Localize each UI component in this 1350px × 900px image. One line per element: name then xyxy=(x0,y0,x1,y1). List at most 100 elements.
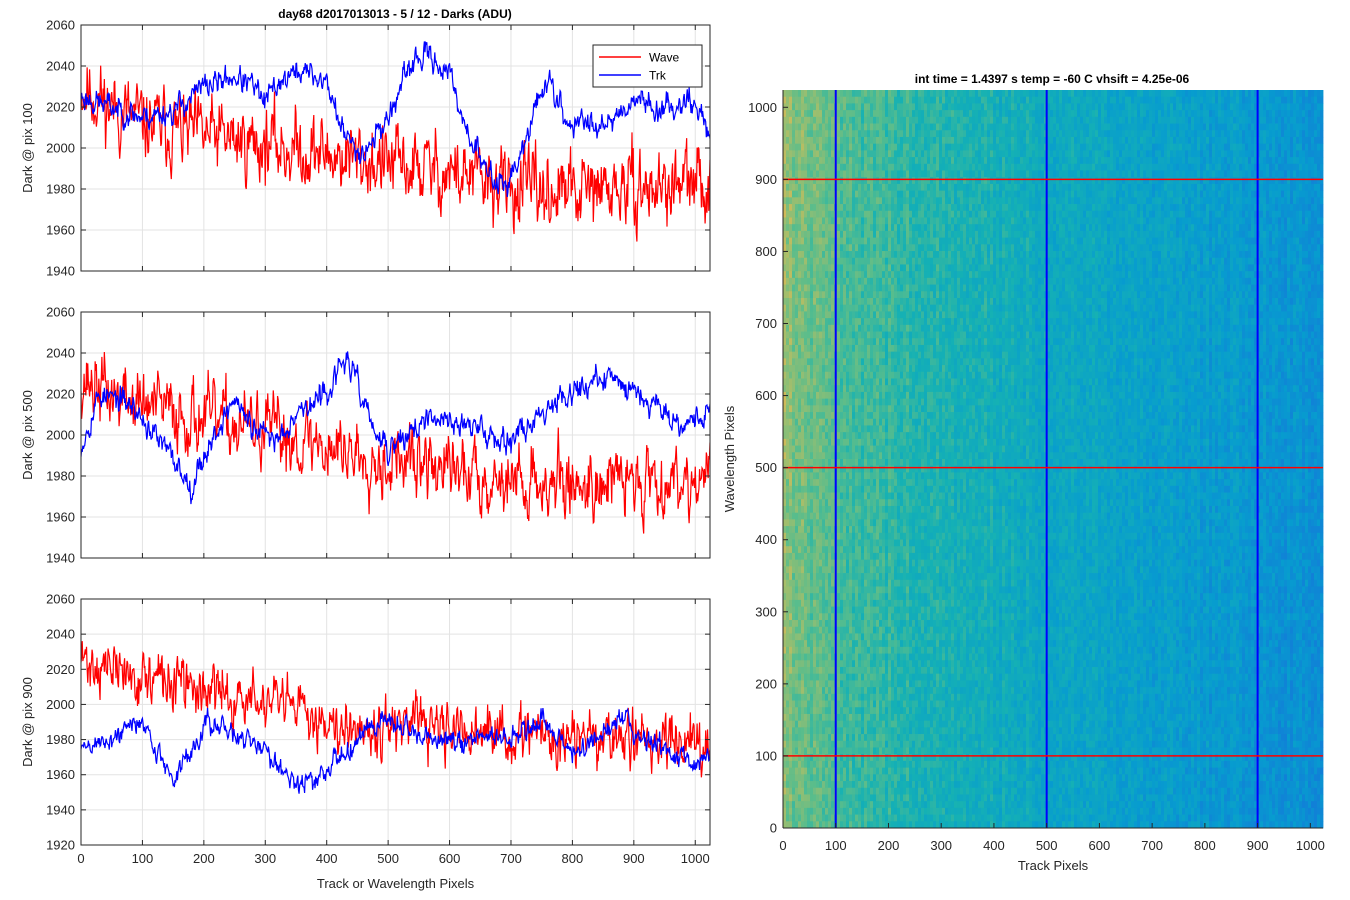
heatmap-cell xyxy=(816,305,819,312)
heatmap-cell xyxy=(798,211,801,218)
heatmap-cell xyxy=(897,654,900,661)
heatmap-cell xyxy=(789,472,792,479)
heatmap-cell xyxy=(873,459,876,466)
heatmap-cell xyxy=(816,472,819,479)
heatmap-cell xyxy=(885,600,888,607)
heatmap-cell xyxy=(795,727,798,734)
heatmap-cell xyxy=(816,573,819,580)
heatmap-cell xyxy=(792,164,795,171)
heatmap-cell xyxy=(849,701,852,708)
heatmap-cell xyxy=(864,412,867,419)
heatmap-cell xyxy=(816,768,819,775)
heatmap-cell xyxy=(849,90,852,97)
heatmap-cell xyxy=(855,311,858,318)
heatmap-cell xyxy=(807,197,810,204)
heatmap-cell xyxy=(882,110,885,117)
heatmap-cell xyxy=(795,640,798,647)
heatmap-cell xyxy=(837,352,840,359)
heatmap-cell xyxy=(885,405,888,412)
heatmap-cell xyxy=(822,593,825,600)
heatmap-cell xyxy=(867,493,870,500)
heatmap-cell xyxy=(846,157,849,164)
heatmap-cell xyxy=(846,124,849,131)
heatmap-cell xyxy=(867,499,870,506)
heatmap-cell xyxy=(876,117,879,124)
heatmap-cell xyxy=(804,687,807,694)
heatmap-cell xyxy=(909,103,912,110)
heatmap-cell xyxy=(849,519,852,526)
heatmap-cell xyxy=(888,774,891,781)
heatmap-cell xyxy=(855,90,858,97)
heatmap-cell xyxy=(792,97,795,104)
heatmap-cell xyxy=(801,768,804,775)
heatmap-cell xyxy=(843,560,846,567)
heatmap-cell xyxy=(849,600,852,607)
heatmap-cell xyxy=(906,345,909,352)
heatmap-cell xyxy=(882,506,885,513)
heatmap-cell xyxy=(825,526,828,533)
heatmap-cell xyxy=(795,271,798,278)
legend-label-wave: Wave xyxy=(649,51,680,65)
heatmap-cell xyxy=(870,130,873,137)
heatmap-cell xyxy=(789,238,792,245)
heatmap-cell xyxy=(897,150,900,157)
heatmap-cell xyxy=(792,144,795,151)
heatmap-cell xyxy=(816,586,819,593)
heatmap-cell xyxy=(798,667,801,674)
heatmap-cell xyxy=(906,184,909,191)
heatmap-cell xyxy=(804,794,807,801)
heatmap-cell xyxy=(870,747,873,754)
heatmap-cell xyxy=(801,365,804,372)
heatmap-cell xyxy=(897,164,900,171)
heatmap-cell xyxy=(900,801,903,808)
heatmap-cell xyxy=(795,365,798,372)
heatmap-cell xyxy=(789,271,792,278)
heatmap-cell xyxy=(903,412,906,419)
heatmap-cell xyxy=(885,305,888,312)
heatmap-cell xyxy=(849,432,852,439)
heatmap-cell xyxy=(825,244,828,251)
heatmap-cell xyxy=(891,298,894,305)
heatmap-cell xyxy=(825,419,828,426)
heatmap-cell xyxy=(813,734,816,741)
heatmap-cell xyxy=(822,97,825,104)
heatmap-cell xyxy=(858,110,861,117)
heatmap-cell xyxy=(849,640,852,647)
heatmap-cell xyxy=(810,231,813,238)
heatmap-cell xyxy=(879,345,882,352)
heatmap-cell xyxy=(801,446,804,453)
heatmap-cell xyxy=(789,385,792,392)
heatmap-cell xyxy=(798,526,801,533)
heatmap-cell xyxy=(786,251,789,258)
heatmap-cell xyxy=(831,365,834,372)
heatmap-cell xyxy=(870,405,873,412)
heatmap-cell xyxy=(870,794,873,801)
heatmap-cell xyxy=(873,325,876,332)
heatmap-cell xyxy=(873,392,876,399)
heatmap-cell xyxy=(783,640,786,647)
heatmap-cell xyxy=(801,124,804,131)
heatmap-cell xyxy=(807,298,810,305)
heatmap-cell xyxy=(846,526,849,533)
heatmap-cell xyxy=(792,821,795,828)
heatmap-cell xyxy=(885,144,888,151)
heatmap-cell xyxy=(810,674,813,681)
heatmap-cell xyxy=(819,627,822,634)
heatmap-cell xyxy=(849,305,852,312)
heatmap-cell xyxy=(870,412,873,419)
heatmap-cell xyxy=(882,761,885,768)
heatmap-cell xyxy=(882,432,885,439)
heatmap-cell xyxy=(855,566,858,573)
heatmap-cell xyxy=(843,90,846,97)
heatmap-cell xyxy=(849,647,852,654)
heatmap-cell xyxy=(903,285,906,292)
heatmap-cell xyxy=(783,600,786,607)
heatmap-cell xyxy=(831,251,834,258)
heatmap-cell xyxy=(906,761,909,768)
heatmap-cell xyxy=(870,217,873,224)
heatmap-cell xyxy=(840,305,843,312)
heatmap-cell xyxy=(858,345,861,352)
heatmap-cell xyxy=(894,674,897,681)
heatmap-cell xyxy=(813,519,816,526)
heatmap-cell xyxy=(870,311,873,318)
